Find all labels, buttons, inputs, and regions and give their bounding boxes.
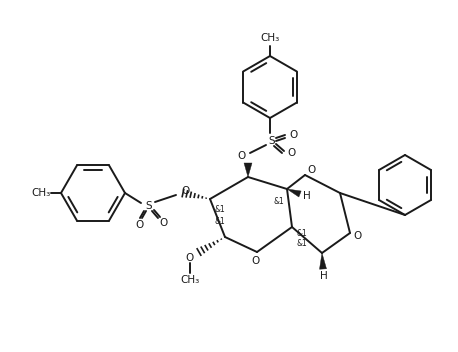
Text: O: O — [354, 231, 362, 241]
Text: CH₃: CH₃ — [180, 275, 200, 285]
Text: O: O — [252, 256, 260, 266]
Text: O: O — [135, 220, 143, 230]
Text: &1: &1 — [215, 206, 225, 214]
Text: H: H — [303, 191, 311, 201]
Text: &1: &1 — [297, 228, 307, 238]
Text: CH₃: CH₃ — [32, 188, 51, 198]
Text: O: O — [182, 186, 190, 196]
Text: O: O — [159, 218, 167, 228]
Polygon shape — [287, 189, 301, 197]
Text: CH₃: CH₃ — [261, 33, 280, 43]
Text: O: O — [186, 253, 194, 263]
Text: &1: &1 — [297, 239, 307, 247]
Text: O: O — [238, 151, 246, 161]
Polygon shape — [244, 163, 252, 177]
Text: H: H — [320, 271, 328, 281]
Text: S: S — [146, 201, 153, 211]
Text: O: O — [287, 148, 295, 158]
Polygon shape — [320, 253, 327, 269]
Text: O: O — [289, 130, 297, 140]
Text: S: S — [269, 136, 275, 146]
Text: &1: &1 — [273, 196, 284, 206]
Text: O: O — [308, 165, 316, 175]
Text: &1: &1 — [215, 216, 225, 226]
